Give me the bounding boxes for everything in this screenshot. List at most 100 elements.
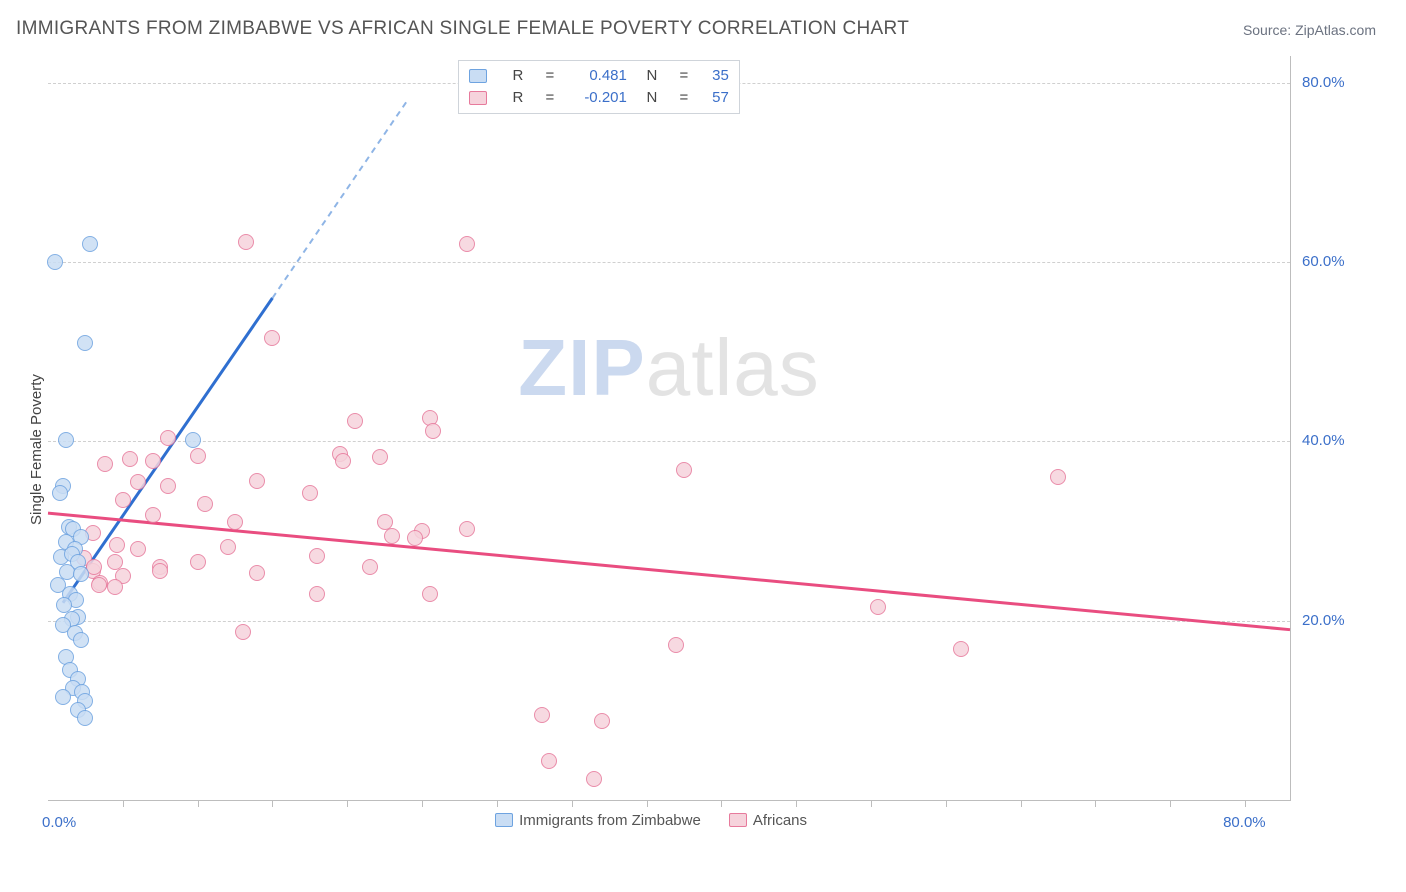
data-point-african [190,554,206,570]
data-point-african [309,586,325,602]
data-point-african [238,234,254,250]
x-tick [871,800,872,807]
data-point-african [115,492,131,508]
x-tick [422,800,423,807]
plot-area: ZIPatlas [48,56,1291,801]
x-tick [1095,800,1096,807]
data-point-african [249,565,265,581]
data-point-african [130,474,146,490]
data-point-african [459,521,475,537]
x-axis-min-label: 0.0% [42,814,76,831]
data-point-african [534,707,550,723]
watermark: ZIPatlas [518,322,819,414]
stats-afr-R: -0.201 [567,87,627,109]
stats-afr-N: 57 [701,87,729,109]
watermark-zip: ZIP [518,323,645,412]
data-point-african [145,507,161,523]
data-point-zimbabwe [73,566,89,582]
data-point-african [107,579,123,595]
legend-item-zimbabwe: Immigrants from Zimbabwe [495,812,701,829]
stats-legend-box: R = 0.481 N = 35 R = -0.201 N = 57 [458,60,740,114]
data-point-african [122,451,138,467]
data-point-african [264,330,280,346]
data-point-african [152,563,168,579]
data-point-african [91,577,107,593]
gridline [48,262,1290,263]
gridline [48,621,1290,622]
stats-eq4: = [677,87,691,109]
y-tick-label: 40.0% [1302,432,1345,449]
x-tick [1170,800,1171,807]
legend-swatch-africans [729,813,747,827]
data-point-african [1050,469,1066,485]
data-point-african [586,771,602,787]
x-tick [796,800,797,807]
data-point-african [130,541,146,557]
source-label: Source: [1243,22,1295,38]
data-point-african [668,637,684,653]
stats-zim-N: 35 [701,65,729,87]
data-point-african [407,530,423,546]
data-point-african [249,473,265,489]
data-point-african [425,423,441,439]
series-legend: Immigrants from Zimbabwe Africans [495,812,807,829]
trend-lines [48,56,1290,800]
data-point-zimbabwe [47,254,63,270]
stats-row-africans: R = -0.201 N = 57 [469,87,729,109]
data-point-african [227,514,243,530]
x-tick [347,800,348,807]
source-attribution: Source: ZipAtlas.com [1243,22,1376,38]
data-point-african [109,537,125,553]
x-tick [1021,800,1022,807]
stats-eq3: = [543,87,557,109]
legend-swatch-zimbabwe [495,813,513,827]
data-point-zimbabwe [185,432,201,448]
data-point-african [676,462,692,478]
source-link[interactable]: ZipAtlas.com [1295,22,1376,38]
stats-eq: = [543,65,557,87]
data-point-african [384,528,400,544]
data-point-african [362,559,378,575]
y-tick-label: 80.0% [1302,74,1345,91]
data-point-african [335,453,351,469]
data-point-african [97,456,113,472]
x-tick [1245,800,1246,807]
swatch-zimbabwe [469,69,487,83]
y-tick-label: 60.0% [1302,253,1345,270]
legend-item-africans: Africans [729,812,807,829]
x-tick [123,800,124,807]
data-point-african [160,430,176,446]
data-point-african [197,496,213,512]
x-tick [572,800,573,807]
legend-label-africans: Africans [753,812,807,829]
data-point-african [309,548,325,564]
watermark-atlas: atlas [646,323,820,412]
data-point-zimbabwe [82,236,98,252]
data-point-african [459,236,475,252]
data-point-zimbabwe [55,689,71,705]
stats-eq2: = [677,65,691,87]
data-point-african [220,539,236,555]
y-tick-label: 20.0% [1302,612,1345,629]
stats-N-label: N [637,65,667,87]
data-point-african [594,713,610,729]
x-tick [198,800,199,807]
data-point-african [422,586,438,602]
data-point-african [160,478,176,494]
gridline [48,441,1290,442]
x-tick [272,800,273,807]
data-point-african [235,624,251,640]
x-tick [721,800,722,807]
x-tick [647,800,648,807]
swatch-africans [469,91,487,105]
data-point-zimbabwe [73,632,89,648]
data-point-african [372,449,388,465]
data-point-zimbabwe [77,710,93,726]
data-point-african [145,453,161,469]
y-axis-label: Single Female Poverty [28,374,45,525]
x-tick [497,800,498,807]
data-point-african [541,753,557,769]
stats-N-label2: N [637,87,667,109]
data-point-zimbabwe [58,432,74,448]
stats-R-label2: R [503,87,533,109]
